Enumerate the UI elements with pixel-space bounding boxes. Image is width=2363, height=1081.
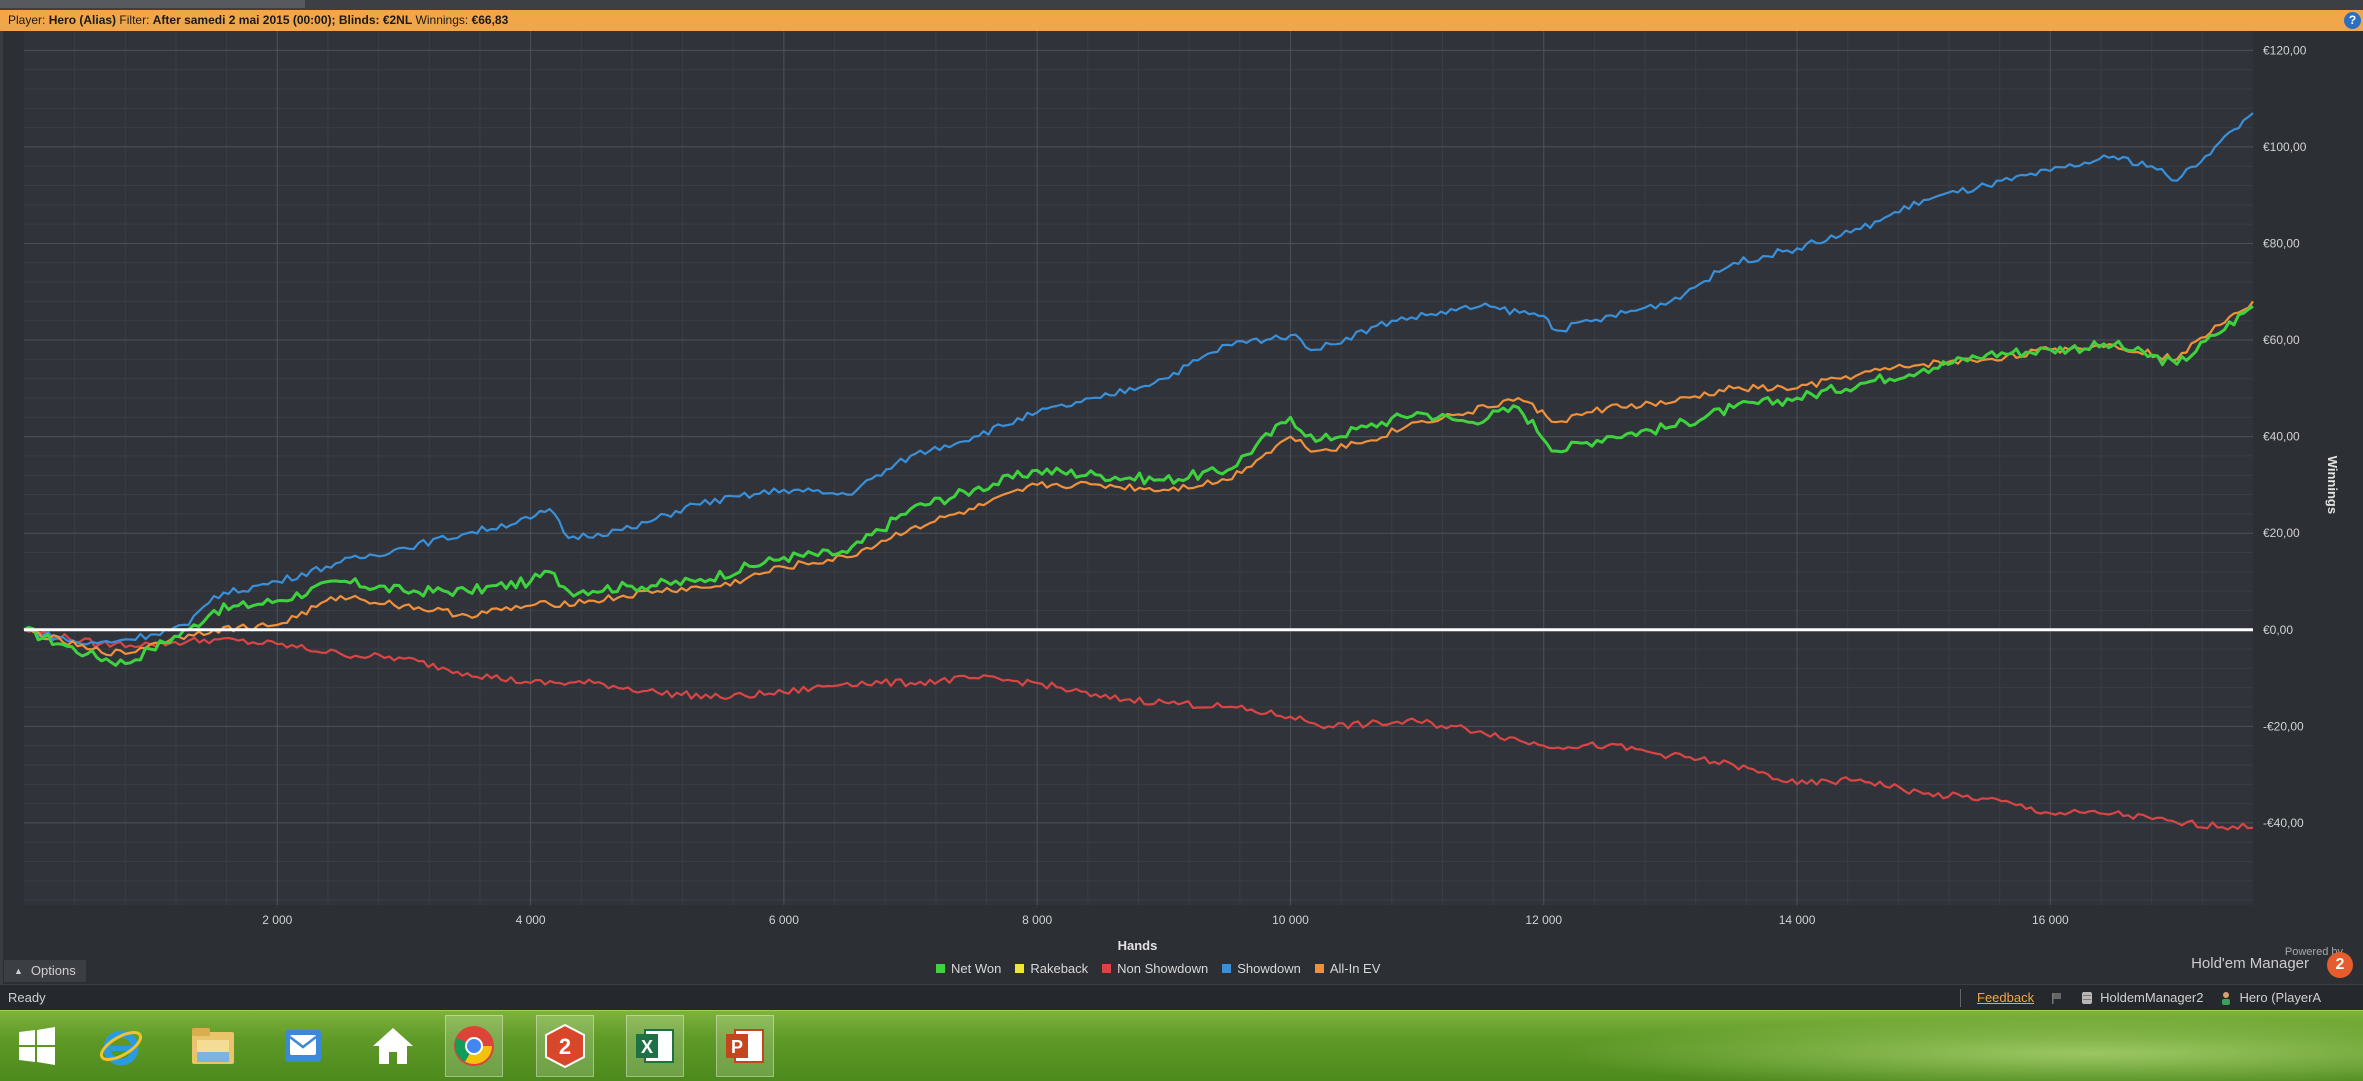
legend-label: Net Won (951, 961, 1001, 976)
y-tick-label: €80,00 (2263, 236, 2300, 250)
hm2-logo-badge: 2 (2327, 952, 2353, 978)
legend-item[interactable]: Rakeback (1015, 961, 1088, 976)
y-tick-label: €40,00 (2263, 430, 2300, 444)
filter-value: After samedi 2 mai 2015 (00:00); Blinds:… (153, 13, 412, 27)
y-tick-label: €20,00 (2263, 526, 2300, 540)
taskbar-home[interactable] (364, 1015, 422, 1077)
database-icon (2080, 991, 2094, 1005)
winnings-label: Winnings: (416, 13, 469, 27)
taskbar-holdem-manager[interactable]: 2 (536, 1015, 594, 1077)
help-icon[interactable]: ? (2344, 12, 2361, 29)
taskbar-excel[interactable]: X (626, 1015, 684, 1077)
legend-item[interactable]: Net Won (936, 961, 1001, 976)
y-tick-label: €100,00 (2263, 140, 2307, 154)
tab-stub[interactable] (0, 0, 305, 8)
chevron-up-icon: ▲ (14, 960, 23, 982)
status-divider (1960, 989, 1961, 1007)
taskbar-internet-explorer[interactable] (92, 1015, 150, 1077)
y-tick-label: -€20,00 (2263, 719, 2304, 733)
powerpoint-icon: P (723, 1024, 767, 1068)
winnings-value: €66,83 (472, 13, 509, 27)
status-app-label: HoldemManager2 (2100, 985, 2203, 1011)
legend-swatch (1315, 964, 1324, 973)
legend-item[interactable]: Showdown (1222, 961, 1301, 976)
legend-label: Showdown (1237, 961, 1301, 976)
y-tick-label: €120,00 (2263, 43, 2307, 57)
chrome-icon (451, 1023, 497, 1069)
status-app[interactable]: HoldemManager2 (2080, 985, 2203, 1011)
filter-label: Filter: (119, 13, 149, 27)
folder-icon (189, 1024, 237, 1068)
legend-label: Non Showdown (1117, 961, 1208, 976)
filter-bar: Player: Hero (Alias) Filter: After samed… (0, 10, 2363, 31)
legend-swatch (1102, 964, 1111, 973)
y-tick-label: -€40,00 (2263, 816, 2304, 830)
winnings-chart: 2 000 4 000 6 000 8 000 10 000 12 000 14 000 16… (0, 31, 2363, 956)
legend-swatch (1222, 964, 1231, 973)
x-tick-label: 2 000 (262, 913, 292, 927)
status-player-label: Hero (PlayerA (2239, 985, 2321, 1011)
player-avatar-icon (2219, 991, 2233, 1005)
flag-icon[interactable] (2050, 991, 2064, 1005)
y-tick-label: €60,00 (2263, 333, 2300, 347)
taskbar-outlook[interactable] (274, 1015, 332, 1077)
windows-start-button[interactable] (8, 1015, 66, 1077)
status-right: Feedback HoldemManager2 Hero (PlayerA (1960, 985, 2321, 1011)
hm-glyph: 2 (559, 1034, 571, 1059)
chart-legend: Net Won Rakeback Non Showdown Showdown All-I… (936, 958, 1380, 978)
internet-explorer-icon (97, 1022, 145, 1070)
status-bar: Ready Feedback HoldemManager2 Hero (Play… (0, 984, 2363, 1010)
legend-item[interactable]: All-In EV (1315, 961, 1381, 976)
x-tick-label: 12 000 (1525, 913, 1562, 927)
feedback-link[interactable]: Feedback (1977, 985, 2034, 1011)
x-tick-label: 6 000 (769, 913, 799, 927)
x-tick-label: 14 000 (1779, 913, 1816, 927)
taskbar-powerpoint[interactable]: P (716, 1015, 774, 1077)
legend-swatch (936, 964, 945, 973)
legend-item[interactable]: Non Showdown (1102, 961, 1208, 976)
x-tick-label: 16 000 (2032, 913, 2069, 927)
x-tick-label: 4 000 (516, 913, 546, 927)
taskbar-file-explorer[interactable] (184, 1015, 242, 1077)
powered-by: Powered by Hold'em Manager (2191, 946, 2343, 970)
status-player[interactable]: Hero (PlayerA (2219, 985, 2321, 1011)
windows-logo-icon (15, 1024, 59, 1068)
mail-app-icon (281, 1024, 325, 1068)
legend-swatch (1015, 964, 1024, 973)
x-tick-label: 10 000 (1272, 913, 1309, 927)
legend-label: All-In EV (1330, 961, 1381, 976)
options-button[interactable]: ▲ Options (4, 960, 86, 982)
excel-glyph: X (641, 1037, 653, 1057)
player-value: Hero (Alias) (49, 13, 116, 27)
y-tick-label: €0,00 (2263, 623, 2293, 637)
top-tab-strip (0, 0, 2363, 10)
excel-icon: X (633, 1024, 677, 1068)
powered-by-line2: Hold'em Manager (2191, 958, 2309, 970)
y-axis-title: Winnings (2325, 456, 2340, 514)
taskbar-chrome[interactable] (445, 1015, 503, 1077)
ppt-glyph: P (731, 1037, 743, 1057)
home-icon (369, 1024, 417, 1068)
x-tick-label: 8 000 (1022, 913, 1052, 927)
holdem-manager-icon: 2 (542, 1023, 588, 1069)
status-ready: Ready (8, 985, 46, 1011)
legend-label: Rakeback (1030, 961, 1088, 976)
windows-taskbar: 2 X P (0, 1010, 2363, 1081)
player-label: Player: (8, 13, 45, 27)
x-axis-title: Hands (1118, 938, 1158, 953)
options-label: Options (31, 960, 76, 982)
